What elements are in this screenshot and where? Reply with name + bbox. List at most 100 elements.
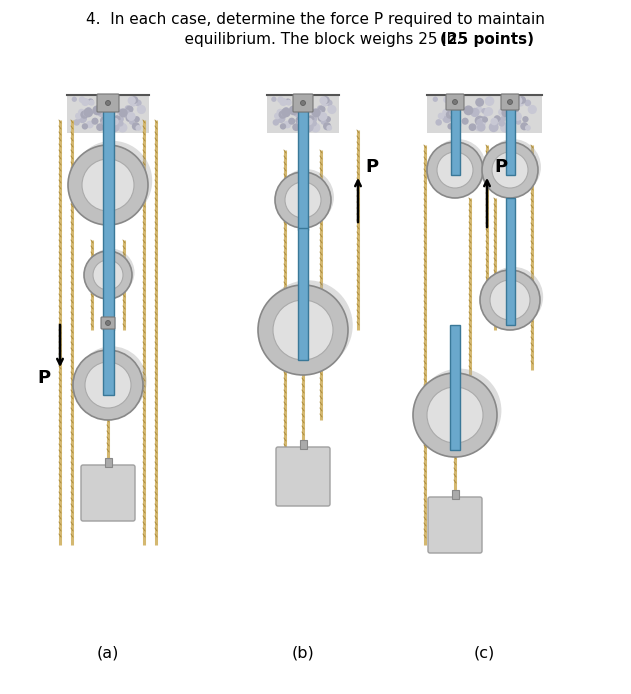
Text: P: P [495,158,507,176]
Circle shape [443,96,450,103]
Circle shape [81,98,90,106]
Circle shape [297,123,305,132]
Circle shape [135,100,142,106]
Circle shape [119,108,127,117]
Circle shape [83,110,90,117]
Text: (25 points): (25 points) [440,32,534,47]
Circle shape [485,96,494,106]
Ellipse shape [485,139,541,195]
Circle shape [326,100,333,106]
Circle shape [300,196,307,203]
Circle shape [518,96,526,104]
Circle shape [280,98,287,106]
Circle shape [300,326,307,334]
Bar [105,458,112,467]
Circle shape [520,122,528,130]
Circle shape [493,121,498,127]
Bar [451,109,459,175]
Circle shape [105,271,112,278]
Bar [102,328,114,395]
Circle shape [505,110,514,118]
Circle shape [137,105,146,114]
FancyBboxPatch shape [428,497,482,553]
Circle shape [107,107,115,116]
FancyBboxPatch shape [81,465,135,521]
Circle shape [136,125,141,130]
Circle shape [452,167,459,174]
Circle shape [297,119,304,126]
Bar [505,109,514,175]
Circle shape [481,108,487,114]
Circle shape [113,121,119,127]
Circle shape [442,109,449,116]
Ellipse shape [437,152,473,188]
Circle shape [480,116,488,123]
Circle shape [307,115,314,122]
Text: P: P [37,369,50,387]
Circle shape [88,99,95,105]
Circle shape [516,119,521,125]
Circle shape [102,119,109,126]
Circle shape [92,105,102,115]
Ellipse shape [68,145,148,225]
Bar [427,95,541,133]
Circle shape [78,114,87,123]
Ellipse shape [93,260,123,290]
Ellipse shape [82,159,134,211]
Circle shape [105,182,112,189]
Ellipse shape [258,285,348,375]
Ellipse shape [72,141,152,221]
Circle shape [127,96,136,105]
Circle shape [477,118,486,128]
Circle shape [126,115,133,122]
Circle shape [295,116,305,126]
Circle shape [87,99,93,105]
Ellipse shape [84,251,132,299]
Circle shape [105,108,111,114]
Circle shape [81,124,88,130]
Circle shape [302,111,307,117]
Circle shape [476,119,483,126]
Ellipse shape [262,280,353,371]
Circle shape [513,112,522,121]
Circle shape [117,123,127,133]
Text: (a): (a) [97,645,119,660]
Ellipse shape [413,373,497,457]
Circle shape [452,412,459,418]
Circle shape [476,106,482,113]
Ellipse shape [77,346,146,416]
Circle shape [319,112,327,121]
Circle shape [323,122,331,130]
Circle shape [283,121,291,128]
Circle shape [72,96,77,102]
Circle shape [464,105,473,115]
Circle shape [447,124,454,130]
Circle shape [79,96,85,103]
Circle shape [83,108,93,117]
Circle shape [490,118,498,126]
Ellipse shape [73,350,143,420]
Circle shape [469,124,476,131]
Circle shape [528,105,537,114]
FancyBboxPatch shape [446,94,464,110]
Bar [452,490,459,499]
FancyBboxPatch shape [276,447,330,506]
Circle shape [512,105,519,113]
Circle shape [102,118,111,128]
Circle shape [129,99,137,107]
Circle shape [102,123,110,132]
Text: (b): (b) [292,645,314,660]
Circle shape [442,114,452,123]
Circle shape [470,108,480,117]
Circle shape [280,124,286,130]
Circle shape [127,112,136,121]
Circle shape [78,109,85,116]
Circle shape [297,118,306,128]
Circle shape [274,112,281,119]
Circle shape [502,108,510,117]
Circle shape [300,101,305,105]
Ellipse shape [492,152,528,188]
Ellipse shape [427,387,483,443]
Ellipse shape [273,300,333,360]
Circle shape [111,118,119,126]
